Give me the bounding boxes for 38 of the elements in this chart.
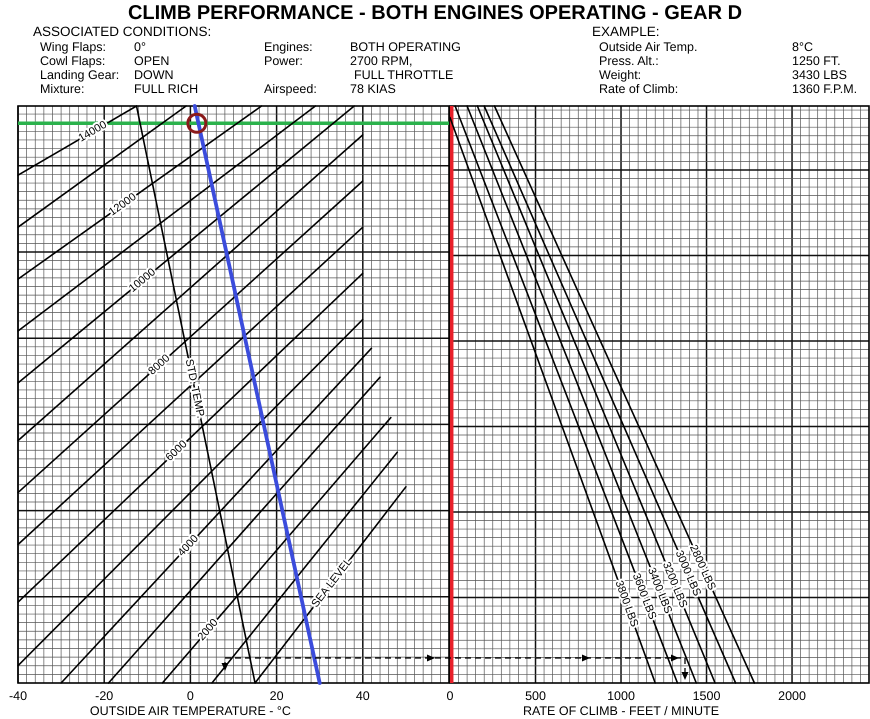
text: ASSOCIATED CONDITIONS: <box>33 24 212 39</box>
text: 1360 F.P.M. <box>792 82 858 96</box>
chart-title: CLIMB PERFORMANCE - BOTH ENGINES OPERATING - GEAR D <box>128 2 742 24</box>
x-tick-label: 40 <box>356 689 370 703</box>
text: DOWN <box>134 68 174 82</box>
text: Rate of Climb: <box>599 82 678 96</box>
text: EXAMPLE: <box>592 24 660 39</box>
x-tick-label: 2000 <box>778 689 806 703</box>
text: Airspeed: <box>264 82 317 96</box>
x-tick-label: 20 <box>270 689 284 703</box>
text: Weight: <box>599 68 642 82</box>
x-tick-label: 1000 <box>607 689 635 703</box>
text: 2700 RPM, <box>350 54 413 68</box>
x-tick-label: -20 <box>95 689 114 703</box>
x-tick-label: 500 <box>525 689 546 703</box>
text: 78 KIAS <box>350 82 396 96</box>
text: Landing Gear: <box>40 68 120 82</box>
text: 8°C <box>792 40 813 54</box>
text: Outside Air Temp. <box>599 40 698 54</box>
x-axis-title: OUTSIDE AIR TEMPERATURE - °C <box>90 704 291 718</box>
text: FULL RICH <box>134 82 198 96</box>
x-tick-label: -40 <box>8 689 28 703</box>
text: Mixture: <box>40 82 84 96</box>
text: Power: <box>264 54 303 68</box>
text: 1250 FT. <box>792 54 841 68</box>
text: Cowl Flaps: <box>40 54 106 68</box>
x-tick-label: 1500 <box>692 689 720 703</box>
text: 0° <box>134 40 146 54</box>
text: 3430 LBS <box>792 68 847 82</box>
text: Engines: <box>264 40 313 54</box>
x-tick-label: 0 <box>186 689 194 703</box>
x-tick-label: 0 <box>446 689 454 703</box>
text: OPEN <box>134 54 170 68</box>
text: Press. Alt.: <box>599 54 659 68</box>
text: Wing Flaps: <box>40 40 106 54</box>
text: FULL THROTTLE <box>354 68 454 82</box>
x-axis-title: RATE OF CLIMB - FEET / MINUTE <box>522 704 720 718</box>
text: BOTH OPERATING <box>350 40 461 54</box>
